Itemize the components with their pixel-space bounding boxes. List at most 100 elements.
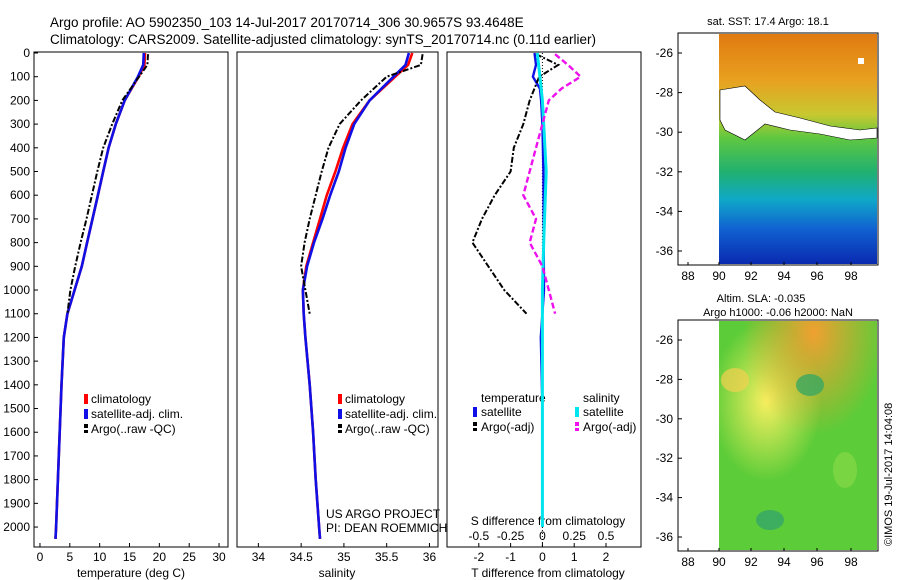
diff-series-line-1 xyxy=(471,53,561,315)
sst-map-axes: 88 90 92 94 96 98 -26 -28 -30 -32 -34 -36 xyxy=(656,46,858,283)
temperature-legend: climatology satellite-adj. clim. Argo(..… xyxy=(84,392,183,436)
lat-tick-label: -34 xyxy=(656,204,674,218)
sla-title-2: Argo h1000: -0.06 h2000: NaN xyxy=(703,307,853,319)
lat-tick-label: -26 xyxy=(656,46,674,60)
sla-map-axes: 88 90 92 94 96 98 -26 -28 -30 -32 -34 -36 xyxy=(656,333,858,569)
x-tick-label: 15 xyxy=(123,550,137,564)
depth-tick-label: 700 xyxy=(10,212,30,226)
sal-legend-satellite-label: satellite-adj. clim. xyxy=(345,407,437,421)
credit-pi: PI: DEAN ROEMMICH xyxy=(326,521,447,535)
diff-legend-temp-argo-label: Argo(-adj) xyxy=(481,420,534,434)
lon-tick-label: 88 xyxy=(681,555,695,569)
t-tick-label: -2 xyxy=(473,550,484,564)
sla-eddy-4 xyxy=(721,368,749,392)
salinity-xlabel: salinity xyxy=(319,566,356,580)
difference-panel: S difference from climatology T differen… xyxy=(446,51,642,580)
depth-tick-label: 400 xyxy=(10,141,30,155)
sal-legend-argo-swatch-dash xyxy=(338,430,342,433)
sla-title-1: Altim. SLA: -0.035 xyxy=(717,293,806,305)
depth-tick-label: 1500 xyxy=(3,402,30,416)
lon-tick-label: 88 xyxy=(681,269,695,283)
depth-tick-label: 1700 xyxy=(3,449,30,463)
header-line-2: Climatology: CARS2009. Satellite-adjuste… xyxy=(50,32,596,47)
x-tick-label: 35.5 xyxy=(375,550,399,564)
sla-eddy-1 xyxy=(796,374,824,396)
diff-legend-temperature-heading: temperature xyxy=(481,391,546,405)
sal-legend-climatology-label: climatology xyxy=(345,392,405,406)
series-line-1 xyxy=(301,52,411,539)
diff-legend-sal-sat-swatch xyxy=(575,407,579,417)
lon-tick-label: 98 xyxy=(844,269,858,283)
sal-legend-argo-swatch xyxy=(338,424,342,428)
salinity-legend: climatology satellite-adj. clim. Argo(..… xyxy=(338,392,437,436)
series-line-1 xyxy=(54,52,146,539)
lon-tick-label: 94 xyxy=(777,555,791,569)
temperature-xlabel: temperature (deg C) xyxy=(77,566,185,580)
sal-legend-satellite-swatch xyxy=(338,409,342,419)
lon-tick-label: 96 xyxy=(810,269,824,283)
diff-xlabel: T difference from climatology xyxy=(471,566,625,580)
lat-tick-label: -30 xyxy=(656,125,674,139)
sst-map: sat. SST: 17.4 Argo: 18.1 88 90 92 94 96 98 -2… xyxy=(656,16,879,283)
depth-tick-label: 1200 xyxy=(3,330,30,344)
sst-cloud-speck xyxy=(858,58,864,64)
lon-tick-label: 96 xyxy=(810,555,824,569)
depth-tick-label: 100 xyxy=(10,70,30,84)
depth-tick-label: 200 xyxy=(10,93,30,107)
depth-tick-label: 800 xyxy=(10,236,30,250)
diff-legend-temp-sat-swatch xyxy=(473,407,477,417)
sal-legend-argo-label: Argo(..raw -QC) xyxy=(345,422,430,436)
x-tick-label: 25 xyxy=(183,550,197,564)
diff-legend-temp-sat-label: satellite xyxy=(481,405,522,419)
lon-tick-label: 94 xyxy=(777,269,791,283)
depth-tick-label: 2000 xyxy=(3,520,30,534)
series-line-0 xyxy=(301,52,414,539)
depth-tick-label: 600 xyxy=(10,188,30,202)
depth-tick-label: 900 xyxy=(10,259,30,273)
lon-tick-label: 98 xyxy=(844,555,858,569)
series-line-2 xyxy=(300,54,424,314)
lat-tick-label: -26 xyxy=(656,333,674,347)
sst-field xyxy=(719,34,877,264)
x-tick-label: 36 xyxy=(423,550,437,564)
x-tick-label: 35 xyxy=(337,550,351,564)
depth-tick-label: 1300 xyxy=(3,354,30,368)
t-tick-label: -1 xyxy=(505,550,516,564)
legend-argo-swatch xyxy=(84,424,88,428)
diff-legend-temp-argo-swatch-dash xyxy=(473,428,477,431)
lon-tick-label: 92 xyxy=(744,269,758,283)
lat-tick-label: -36 xyxy=(656,530,674,544)
series-line-2 xyxy=(66,54,149,314)
lat-tick-label: -30 xyxy=(656,412,674,426)
t-tick-label: 1 xyxy=(571,550,578,564)
diff-legend-temp-argo-swatch xyxy=(473,422,477,426)
diff-legend: temperature salinity satellite Argo(-adj… xyxy=(473,391,636,434)
sst-cloud-mask xyxy=(719,85,878,141)
header-line-1: Argo profile: AO 5902350_103 14-Jul-2017… xyxy=(50,15,524,30)
diff-legend-sal-argo-swatch-dash xyxy=(575,428,579,431)
credit-project: US ARGO PROJECT xyxy=(326,507,441,521)
legend-satellite-label: satellite-adj. clim. xyxy=(91,407,183,421)
x-tick-label: 20 xyxy=(153,550,167,564)
x-tick-label: 34.5 xyxy=(289,550,313,564)
legend-satellite-swatch xyxy=(84,409,88,419)
diff-series-line-2 xyxy=(535,52,548,527)
sal-legend-climatology-swatch xyxy=(338,394,342,404)
lat-tick-label: -32 xyxy=(656,451,674,465)
depth-tick-label: 1600 xyxy=(3,425,30,439)
s-tick-label: -0.25 xyxy=(497,529,525,543)
lat-tick-label: -28 xyxy=(656,372,674,386)
legend-climatology-swatch xyxy=(84,394,88,404)
lat-tick-label: -36 xyxy=(656,244,674,258)
sla-map: Altim. SLA: -0.035 Argo h1000: -0.06 h20… xyxy=(656,293,895,569)
diff-legend-sal-sat-label: satellite xyxy=(583,405,624,419)
depth-tick-label: 1400 xyxy=(3,378,30,392)
imos-stamp: ©IMOS 19-Jul-2017 14:04:08 xyxy=(883,403,895,546)
sla-eddy-3 xyxy=(833,452,857,488)
s-tick-label: 0 xyxy=(539,529,546,543)
diff-legend-sal-argo-label: Argo(-adj) xyxy=(583,420,636,434)
sst-map-title: sat. SST: 17.4 Argo: 18.1 xyxy=(707,16,829,28)
depth-tick-label: 300 xyxy=(10,117,30,131)
temperature-panel: temperature (deg C) climatology satellit… xyxy=(3,46,229,580)
t-tick-label: 2 xyxy=(603,550,610,564)
